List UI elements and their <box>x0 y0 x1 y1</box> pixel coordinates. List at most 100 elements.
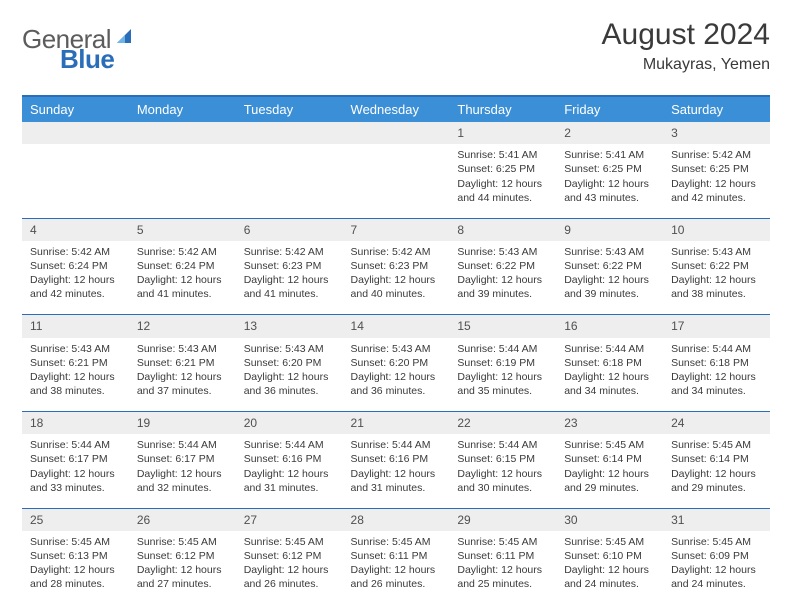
day-cell <box>22 144 129 218</box>
sunrise-text: Sunrise: 5:43 AM <box>30 342 121 356</box>
day-number <box>22 122 129 144</box>
sunset-text: Sunset: 6:25 PM <box>671 162 762 176</box>
sunrise-text: Sunrise: 5:45 AM <box>244 535 335 549</box>
d1-text: Daylight: 12 hours <box>244 370 335 384</box>
sunset-text: Sunset: 6:22 PM <box>564 259 655 273</box>
day-number: 4 <box>22 218 129 241</box>
d1-text: Daylight: 12 hours <box>137 370 228 384</box>
sunrise-text: Sunrise: 5:44 AM <box>30 438 121 452</box>
sunset-text: Sunset: 6:21 PM <box>137 356 228 370</box>
sunset-text: Sunset: 6:22 PM <box>457 259 548 273</box>
d1-text: Daylight: 12 hours <box>351 370 442 384</box>
sunset-text: Sunset: 6:14 PM <box>671 452 762 466</box>
sunrise-text: Sunrise: 5:44 AM <box>457 342 548 356</box>
sunrise-text: Sunrise: 5:43 AM <box>564 245 655 259</box>
sunset-text: Sunset: 6:16 PM <box>351 452 442 466</box>
sunrise-text: Sunrise: 5:44 AM <box>564 342 655 356</box>
d1-text: Daylight: 12 hours <box>351 563 442 577</box>
weekday-header: Friday <box>556 96 663 122</box>
day-number: 16 <box>556 315 663 338</box>
day-cell: Sunrise: 5:45 AMSunset: 6:14 PMDaylight:… <box>556 434 663 508</box>
d1-text: Daylight: 12 hours <box>671 273 762 287</box>
d2-text: and 38 minutes. <box>30 384 121 398</box>
day-number <box>343 122 450 144</box>
d1-text: Daylight: 12 hours <box>244 563 335 577</box>
month-title: August 2024 <box>602 18 770 52</box>
d1-text: Daylight: 12 hours <box>30 273 121 287</box>
d1-text: Daylight: 12 hours <box>351 467 442 481</box>
day-number: 28 <box>343 508 450 531</box>
sunrise-text: Sunrise: 5:44 AM <box>457 438 548 452</box>
day-number: 5 <box>129 218 236 241</box>
day-cell: Sunrise: 5:44 AMSunset: 6:19 PMDaylight:… <box>449 338 556 412</box>
content-row: Sunrise: 5:43 AMSunset: 6:21 PMDaylight:… <box>22 338 770 412</box>
day-cell <box>343 144 450 218</box>
d2-text: and 37 minutes. <box>137 384 228 398</box>
day-number: 6 <box>236 218 343 241</box>
d2-text: and 25 minutes. <box>457 577 548 591</box>
daynum-row: 123 <box>22 122 770 144</box>
sunrise-text: Sunrise: 5:44 AM <box>351 438 442 452</box>
sunset-text: Sunset: 6:14 PM <box>564 452 655 466</box>
d2-text: and 32 minutes. <box>137 481 228 495</box>
day-number: 18 <box>22 412 129 435</box>
sunset-text: Sunset: 6:18 PM <box>564 356 655 370</box>
day-cell: Sunrise: 5:42 AMSunset: 6:23 PMDaylight:… <box>343 241 450 315</box>
day-cell: Sunrise: 5:44 AMSunset: 6:17 PMDaylight:… <box>22 434 129 508</box>
d1-text: Daylight: 12 hours <box>564 370 655 384</box>
d2-text: and 42 minutes. <box>671 191 762 205</box>
weekday-header: Sunday <box>22 96 129 122</box>
day-number: 1 <box>449 122 556 144</box>
d1-text: Daylight: 12 hours <box>564 467 655 481</box>
day-number: 11 <box>22 315 129 338</box>
sunrise-text: Sunrise: 5:43 AM <box>671 245 762 259</box>
day-cell <box>236 144 343 218</box>
content-row: Sunrise: 5:42 AM Sunset: 6:24 PM Daylight:… <box>22 241 770 315</box>
sunrise-text: Sunrise: 5:45 AM <box>564 535 655 549</box>
d1-text: Daylight: 12 hours <box>671 370 762 384</box>
day-number: 23 <box>556 412 663 435</box>
sunrise-text: Sunrise: 5:45 AM <box>671 438 762 452</box>
d2-text: and 39 minutes. <box>564 287 655 301</box>
d1-text: Daylight: 12 hours <box>137 563 228 577</box>
day-number: 17 <box>663 315 770 338</box>
weekday-row: Sunday Monday Tuesday Wednesday Thursday… <box>22 96 770 122</box>
day-number: 27 <box>236 508 343 531</box>
d2-text: and 41 minutes. <box>244 287 335 301</box>
day-number <box>236 122 343 144</box>
sunrise-text: Sunrise: 5:45 AM <box>564 438 655 452</box>
d1-text: Daylight: 12 hours <box>30 563 121 577</box>
d1-text: Daylight: 12 hours <box>564 273 655 287</box>
sunset-text: Sunset: 6:21 PM <box>30 356 121 370</box>
sunrise-text: Sunrise: 5:42 AM <box>244 245 335 259</box>
weekday-header: Thursday <box>449 96 556 122</box>
daynum-row: 11121314151617 <box>22 315 770 338</box>
d2-text: and 36 minutes. <box>244 384 335 398</box>
sunset-text: Sunset: 6:22 PM <box>671 259 762 273</box>
d1-text: Daylight: 12 hours <box>457 177 548 191</box>
d2-text: and 27 minutes. <box>137 577 228 591</box>
d1-text: Daylight: 12 hours <box>564 177 655 191</box>
sunset-text: Sunset: 6:17 PM <box>137 452 228 466</box>
sunrise-text: Sunrise: 5:45 AM <box>351 535 442 549</box>
day-cell: Sunrise: 5:44 AMSunset: 6:15 PMDaylight:… <box>449 434 556 508</box>
day-cell: Sunrise: 5:44 AMSunset: 6:17 PMDaylight:… <box>129 434 236 508</box>
day-cell: Sunrise: 5:45 AMSunset: 6:11 PMDaylight:… <box>343 531 450 605</box>
day-number: 12 <box>129 315 236 338</box>
sunrise-text: Sunrise: 5:44 AM <box>244 438 335 452</box>
d2-text: and 29 minutes. <box>671 481 762 495</box>
sunrise-text: Sunrise: 5:43 AM <box>351 342 442 356</box>
day-cell: Sunrise: 5:45 AMSunset: 6:09 PMDaylight:… <box>663 531 770 605</box>
sunrise-text: Sunrise: 5:45 AM <box>137 535 228 549</box>
day-cell: Sunrise: 5:45 AMSunset: 6:12 PMDaylight:… <box>129 531 236 605</box>
d2-text: and 34 minutes. <box>564 384 655 398</box>
sunset-text: Sunset: 6:24 PM <box>137 259 228 273</box>
content-row: Sunrise: 5:44 AM Sunset: 6:17 PM Daylight:… <box>22 434 770 508</box>
sunrise-text: Sunrise: 5:42 AM <box>671 148 762 162</box>
d2-text: and 31 minutes. <box>351 481 442 495</box>
sunrise-text: Sunrise: 5:43 AM <box>457 245 548 259</box>
d1-text: Daylight: 12 hours <box>244 467 335 481</box>
d1-text: Daylight: 12 hours <box>671 177 762 191</box>
d2-text: and 42 minutes. <box>30 287 121 301</box>
location: Mukayras, Yemen <box>602 56 770 74</box>
